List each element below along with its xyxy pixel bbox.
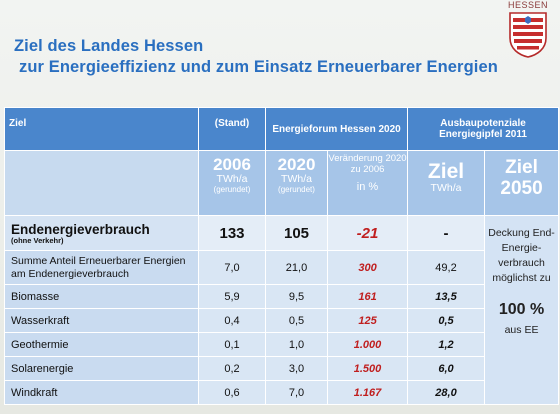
table-row: Windkraft 0,6 7,0 1.167 28,0 <box>4 380 559 405</box>
value-2020: 3,0 <box>265 356 328 381</box>
value-change: 161 <box>326 284 409 309</box>
endenergie-label: Endenergieverbrauch <box>11 221 150 237</box>
summe-ziel: 49,2 <box>407 250 486 285</box>
subheader-ziel-2050: Ziel 2050 <box>484 150 560 216</box>
value-change: 1.000 <box>326 332 409 357</box>
endenergie-2006: 133 <box>198 215 266 251</box>
year-2006: 2006 <box>213 155 251 174</box>
value-ziel: 13,5 <box>407 284 486 309</box>
table-row: Biomasse 5,9 9,5 161 13,5 <box>4 284 559 309</box>
value-2020: 7,0 <box>265 380 328 405</box>
subheader-blank <box>4 150 199 216</box>
row-summe: Summe Anteil Erneuerbarer Energien am En… <box>4 250 559 285</box>
value-change: 1.500 <box>326 356 409 381</box>
value-2020: 0,5 <box>265 308 328 333</box>
summe-2020: 21,0 <box>265 250 328 285</box>
value-2006: 0,6 <box>198 380 266 405</box>
ziel-2050-year: 2050 <box>500 178 543 199</box>
title-line-1: Ziel des Landes Hessen <box>14 37 204 55</box>
value-ziel: 0,5 <box>407 308 486 333</box>
endenergie-change: -21 <box>326 215 409 251</box>
summe-2006: 7,0 <box>198 250 266 285</box>
row-label: Solarenergie <box>4 356 199 381</box>
subheader-ziel: Ziel TWh/a <box>407 150 486 216</box>
logo-wordmark: HESSEN <box>507 0 548 10</box>
change-label: Veränderung 2020 zu 2006 <box>328 153 407 175</box>
value-change: 125 <box>326 308 409 333</box>
value-2006: 5,9 <box>198 284 266 309</box>
subheader-change: Veränderung 2020 zu 2006 in % <box>326 150 409 216</box>
hessen-coat-of-arms-icon <box>509 12 547 58</box>
rounded-2006: (gerundet) <box>213 185 251 194</box>
row-label: Biomasse <box>4 284 199 309</box>
value-2006: 0,2 <box>198 356 266 381</box>
ziel-2050-note: Deckung End-Energie-verbrauch möglichst … <box>484 215 560 405</box>
header-row: Ziel (Stand) Energieforum Hessen 2020 Au… <box>4 107 560 151</box>
header-stand: (Stand) <box>198 107 266 151</box>
value-ziel: 28,0 <box>407 380 486 405</box>
table-row: Geothermie 0,1 1,0 1.000 1,2 <box>4 332 559 357</box>
year-2020: 2020 <box>277 155 316 174</box>
row-label: Geothermie <box>4 332 199 357</box>
value-ziel: 6,0 <box>407 356 486 381</box>
endenergie-2020: 105 <box>265 215 328 251</box>
subheader-2006: 2006 TWh/a (gerundet) <box>198 150 266 216</box>
ziel-unit: TWh/a <box>430 182 462 194</box>
value-2006: 0,1 <box>198 332 266 357</box>
header-energiegipfel: Ausbaupotenziale Energiegipfel 2011 <box>407 107 560 151</box>
unit-2006: TWh/a <box>216 173 248 185</box>
summe-label-cell: Summe Anteil Erneuerbarer Energien am En… <box>4 250 199 285</box>
row-endenergieverbrauch: Endenergieverbrauch (ohne Verkehr) 133 1… <box>4 215 560 405</box>
subheader-2020: 2020 TWh/a (gerundet) <box>265 150 328 216</box>
row-label: Windkraft <box>4 380 199 405</box>
ziel-2050-label: Ziel <box>505 157 538 178</box>
table-row: Solarenergie 0,2 3,0 1.500 6,0 <box>4 356 559 381</box>
header-energieforum: Energieforum Hessen 2020 <box>264 107 409 151</box>
slide-title: Ziel des Landes Hessen zur Energieeffizi… <box>14 36 498 78</box>
value-2020: 9,5 <box>265 284 328 309</box>
hessen-logo: HESSEN <box>500 0 556 60</box>
energy-table: Ziel (Stand) Energieforum Hessen 2020 Au… <box>4 107 560 405</box>
note-suffix: aus EE <box>504 324 539 336</box>
summe-change: 300 <box>326 250 409 285</box>
summe-label: Summe Anteil Erneuerbarer Energien am En… <box>11 254 186 280</box>
rounded-2020: (gerundet) <box>278 185 315 194</box>
header-ziel: Ziel <box>4 107 199 151</box>
value-2020: 1,0 <box>265 332 328 357</box>
title-line-2: zur Energieeffizienz und zum Einsatz Ern… <box>19 58 498 76</box>
endenergie-sublabel: (ohne Verkehr) <box>11 235 64 245</box>
ziel-label: Ziel <box>427 160 465 183</box>
unit-2020: TWh/a <box>281 173 312 185</box>
note-percent: 100 % <box>498 301 545 318</box>
endenergie-ziel: - <box>407 215 486 251</box>
row-label: Wasserkraft <box>4 308 199 333</box>
value-ziel: 1,2 <box>407 332 486 357</box>
note-text: Deckung End-Energie-verbrauch möglichst … <box>488 227 555 284</box>
endenergie-label-cell: Endenergieverbrauch (ohne Verkehr) <box>4 215 199 251</box>
subheader-row: 2006 TWh/a (gerundet) 2020 TWh/a (gerund… <box>4 150 560 216</box>
change-unit: in % <box>356 181 379 193</box>
table-row: Wasserkraft 0,4 0,5 125 0,5 <box>4 308 559 333</box>
value-change: 1.167 <box>326 380 409 405</box>
value-2006: 0,4 <box>198 308 266 333</box>
